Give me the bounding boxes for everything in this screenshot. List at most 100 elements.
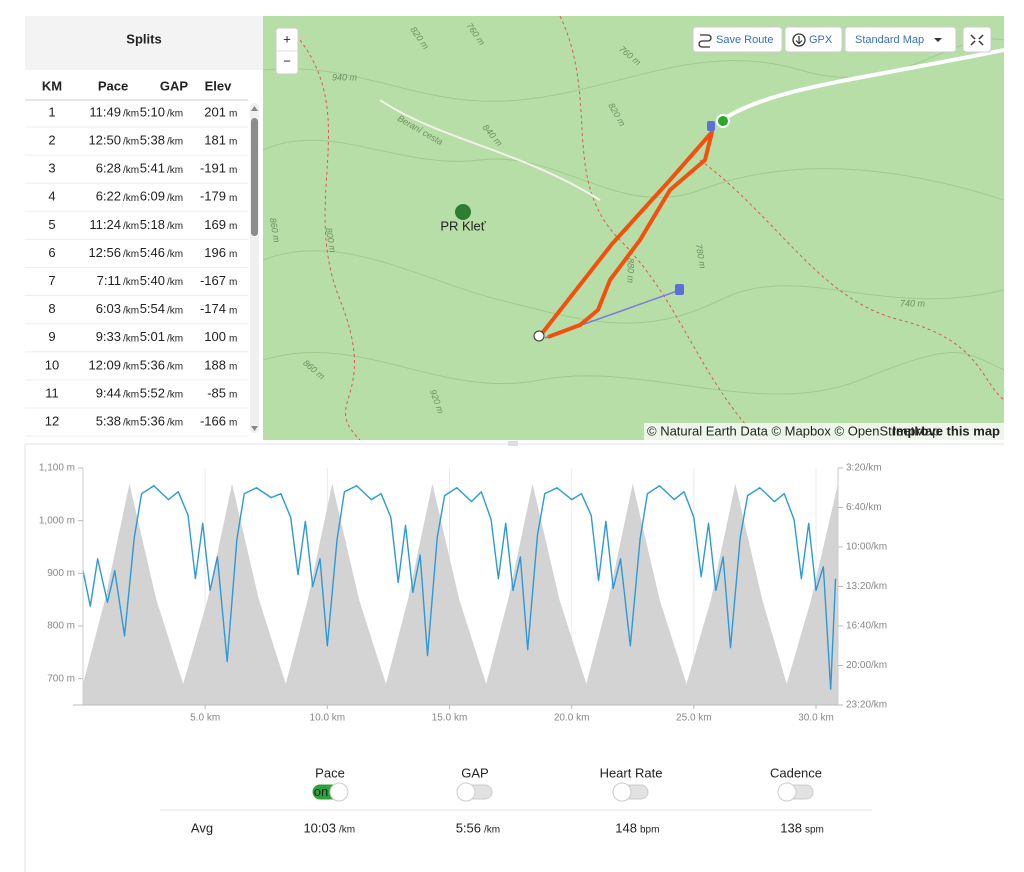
split-elev: 100 xyxy=(204,329,226,344)
map-label: 740 m xyxy=(900,298,926,308)
zoom-in[interactable]: + xyxy=(283,31,291,46)
save-route-label[interactable]: Save Route xyxy=(716,34,773,46)
map-style-label[interactable]: Standard Map xyxy=(855,34,924,46)
improve-map-link[interactable]: Improve this map xyxy=(892,423,1000,438)
gap-unit: /km xyxy=(167,221,183,232)
column-header: GAP xyxy=(160,78,189,93)
attribution: © Natural Earth Data © Mapbox © OpenStre… xyxy=(647,423,939,438)
split-pace: 12:09 xyxy=(88,357,121,372)
split-pace: 6:28 xyxy=(96,161,121,176)
gpx-label[interactable]: GPX xyxy=(809,34,833,46)
split-km: 9 xyxy=(48,329,55,344)
x-tick-label: 5.0 km xyxy=(190,713,220,724)
elevation-area xyxy=(83,483,838,705)
metric-name[interactable]: GAP xyxy=(461,765,488,780)
chart: 5.0 km 10.0 km 15.0 km 20.0 km 25.0 km 30.0 k… xyxy=(39,463,887,724)
metric-name[interactable]: Pace xyxy=(315,765,345,780)
split-gap: 5:41 xyxy=(140,161,165,176)
metric-avg: 10:03 xyxy=(303,820,336,835)
lift-icon xyxy=(707,121,715,131)
scroll-down[interactable] xyxy=(251,426,258,431)
route-icon xyxy=(698,34,712,48)
toggle-knob[interactable] xyxy=(777,782,797,802)
scroll-up[interactable] xyxy=(251,106,258,111)
metric-unit: bpm xyxy=(640,825,659,836)
pace-unit: /km xyxy=(123,418,139,429)
map[interactable]: PR Kleť 820 m 760 m 760 m 940 m Beraní c… xyxy=(263,16,1004,440)
pace-unit: /km xyxy=(123,277,139,288)
poi-label: PR Kleť xyxy=(440,218,485,233)
zoom-out[interactable]: − xyxy=(283,53,291,68)
split-gap: 5:52 xyxy=(140,385,165,400)
poi-icon xyxy=(455,204,471,220)
route xyxy=(538,130,714,339)
x-tick-label: 30.0 km xyxy=(798,713,834,724)
toggle-on-label: on xyxy=(314,784,328,799)
splits-header-bg xyxy=(25,16,263,70)
gap-unit: /km xyxy=(167,249,183,260)
elev-unit: m xyxy=(229,418,237,429)
elev-unit: m xyxy=(229,109,237,120)
split-km: 5 xyxy=(48,217,55,232)
metric-unit: /km xyxy=(339,825,355,836)
y2-tick-label: 16:40/km xyxy=(846,621,887,632)
split-pace: 5:38 xyxy=(96,414,121,429)
split-gap: 5:36 xyxy=(140,357,165,372)
x-tick-label: 20.0 km xyxy=(554,713,590,724)
gap-unit: /km xyxy=(167,109,183,120)
elev-unit: m xyxy=(229,193,237,204)
column-header: Elev xyxy=(205,78,233,93)
split-pace: 11:49 xyxy=(89,104,121,119)
fullscreen-icon xyxy=(970,34,984,46)
split-gap: 5:10 xyxy=(140,104,165,119)
split-km: 1 xyxy=(48,104,55,119)
map-style-button[interactable] xyxy=(844,26,957,53)
split-elev: 181 xyxy=(204,133,226,148)
split-km: 6 xyxy=(48,245,55,260)
gap-unit: /km xyxy=(167,333,183,344)
split-km: 4 xyxy=(48,189,55,204)
y2-tick-label: 23:20/km xyxy=(846,700,887,711)
metric-avg: 5:56 xyxy=(456,820,481,835)
contour xyxy=(263,250,1004,324)
split-elev: -167 xyxy=(200,273,226,288)
split-gap: 5:36 xyxy=(140,414,165,429)
metric-name[interactable]: Cadence xyxy=(770,765,822,780)
y2-tick-label: 6:40/km xyxy=(846,502,882,513)
y-tick-label: 1,100 m xyxy=(39,463,75,474)
x-tick-label: 25.0 km xyxy=(676,713,712,724)
contour xyxy=(263,351,1004,395)
pace-unit: /km xyxy=(123,249,139,260)
pace-unit: /km xyxy=(123,362,139,373)
resize-handle[interactable] xyxy=(508,441,518,446)
x-tick-label: 10.0 km xyxy=(310,713,346,724)
split-km: 3 xyxy=(48,161,55,176)
trail xyxy=(299,39,361,440)
toggle-knob[interactable] xyxy=(329,782,349,802)
gap-unit: /km xyxy=(167,137,183,148)
split-gap: 5:18 xyxy=(140,217,165,232)
split-pace: 11:24 xyxy=(89,217,121,232)
metric-avg: 138 xyxy=(780,820,802,835)
fullscreen-button[interactable] xyxy=(962,26,992,53)
trail xyxy=(699,159,1004,401)
metric-name[interactable]: Heart Rate xyxy=(600,765,663,780)
toggle-knob[interactable] xyxy=(456,782,476,802)
splits-title: Splits xyxy=(126,31,161,46)
split-elev: -179 xyxy=(200,189,226,204)
split-pace: 9:44 xyxy=(96,385,121,400)
gap-unit: /km xyxy=(167,362,183,373)
save-route-button[interactable] xyxy=(692,26,783,53)
split-elev: 201 xyxy=(204,104,226,119)
scrollbar-thumb[interactable] xyxy=(251,118,258,236)
split-pace: 7:11 xyxy=(97,273,121,288)
metric-unit: spm xyxy=(805,825,824,836)
toggle-knob[interactable] xyxy=(612,782,632,802)
y2-tick-label: 13:20/km xyxy=(846,581,887,592)
split-gap: 5:46 xyxy=(140,245,165,260)
splits-body-bg xyxy=(25,70,263,440)
y2-tick-label: 10:00/km xyxy=(846,542,887,553)
split-elev: -166 xyxy=(200,414,226,429)
elev-unit: m xyxy=(229,333,237,344)
map-label: 940 m xyxy=(332,72,358,82)
